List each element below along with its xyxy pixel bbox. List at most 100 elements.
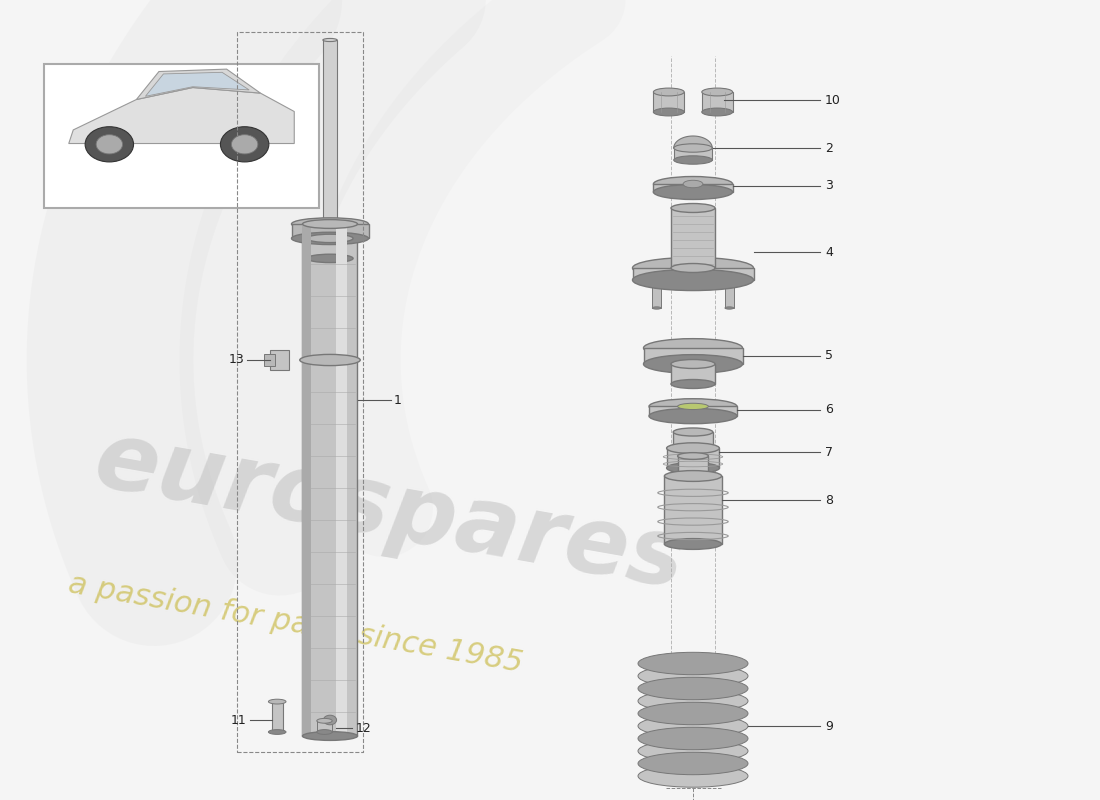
Ellipse shape — [268, 699, 286, 704]
Bar — [264, 354, 275, 366]
Ellipse shape — [678, 453, 708, 459]
Ellipse shape — [307, 254, 353, 262]
Bar — [272, 702, 283, 732]
Bar — [336, 224, 346, 736]
Bar — [678, 456, 708, 476]
Ellipse shape — [638, 752, 748, 774]
Bar — [673, 432, 713, 448]
Ellipse shape — [673, 428, 713, 436]
Text: 13: 13 — [229, 354, 244, 366]
Polygon shape — [69, 87, 295, 143]
Text: 6: 6 — [825, 403, 833, 416]
Ellipse shape — [667, 443, 719, 454]
Ellipse shape — [632, 258, 754, 278]
Ellipse shape — [638, 652, 748, 674]
Bar — [653, 184, 733, 192]
Text: 10: 10 — [825, 94, 840, 106]
Ellipse shape — [664, 538, 722, 550]
Text: 4: 4 — [825, 246, 833, 258]
Ellipse shape — [302, 731, 358, 741]
Ellipse shape — [671, 263, 715, 273]
Bar — [664, 476, 722, 544]
Polygon shape — [136, 69, 261, 99]
Ellipse shape — [653, 185, 733, 199]
Bar — [307, 238, 353, 258]
Ellipse shape — [268, 730, 286, 734]
Bar — [667, 448, 719, 468]
Ellipse shape — [292, 232, 368, 245]
Text: 8: 8 — [825, 494, 833, 506]
Ellipse shape — [307, 234, 353, 242]
Ellipse shape — [702, 88, 733, 96]
Ellipse shape — [649, 408, 737, 424]
Ellipse shape — [671, 379, 715, 389]
Bar — [323, 40, 337, 224]
Ellipse shape — [638, 678, 748, 700]
Text: 7: 7 — [825, 446, 833, 458]
Ellipse shape — [323, 38, 337, 42]
Ellipse shape — [302, 219, 358, 229]
Ellipse shape — [673, 156, 713, 164]
Ellipse shape — [638, 765, 748, 787]
Text: 3: 3 — [825, 179, 833, 192]
Ellipse shape — [638, 690, 748, 712]
Circle shape — [85, 126, 133, 162]
Bar — [652, 280, 661, 308]
Circle shape — [231, 134, 257, 154]
Ellipse shape — [653, 177, 733, 191]
Ellipse shape — [317, 730, 332, 734]
Bar — [653, 92, 684, 112]
Text: 12: 12 — [355, 722, 371, 734]
Ellipse shape — [632, 270, 754, 290]
Ellipse shape — [652, 306, 661, 309]
Text: 9: 9 — [825, 719, 833, 733]
Text: a passion for parts since 1985: a passion for parts since 1985 — [66, 570, 525, 678]
Bar — [725, 280, 734, 308]
Circle shape — [323, 715, 337, 725]
Bar — [317, 721, 332, 732]
Bar — [302, 224, 311, 736]
Text: eurospares: eurospares — [88, 415, 692, 609]
Text: 5: 5 — [825, 350, 833, 362]
Text: 11: 11 — [231, 714, 246, 726]
Ellipse shape — [673, 144, 713, 152]
Ellipse shape — [671, 359, 715, 369]
Ellipse shape — [638, 727, 748, 750]
Bar — [292, 224, 368, 238]
Ellipse shape — [664, 470, 722, 482]
Ellipse shape — [667, 462, 719, 474]
Ellipse shape — [299, 354, 361, 366]
Bar — [671, 208, 715, 268]
Bar — [644, 348, 743, 364]
Text: 1: 1 — [394, 394, 402, 406]
Bar — [671, 364, 715, 384]
Ellipse shape — [644, 354, 743, 374]
Bar — [44, 64, 319, 208]
Ellipse shape — [671, 203, 715, 213]
Ellipse shape — [725, 306, 734, 309]
Ellipse shape — [638, 740, 748, 762]
Ellipse shape — [638, 665, 748, 687]
Ellipse shape — [638, 702, 748, 725]
Circle shape — [220, 126, 268, 162]
Polygon shape — [673, 136, 713, 148]
Bar — [270, 350, 289, 370]
Ellipse shape — [317, 718, 332, 723]
Polygon shape — [145, 72, 249, 96]
Bar — [702, 92, 733, 112]
Bar — [673, 148, 713, 160]
Text: 2: 2 — [825, 142, 833, 154]
Ellipse shape — [653, 108, 684, 116]
Bar — [302, 224, 358, 736]
Ellipse shape — [678, 403, 708, 410]
Ellipse shape — [683, 180, 703, 188]
Circle shape — [96, 134, 122, 154]
Bar — [632, 268, 754, 280]
Ellipse shape — [653, 88, 684, 96]
Ellipse shape — [644, 338, 743, 358]
Ellipse shape — [649, 398, 737, 414]
Ellipse shape — [638, 715, 748, 738]
Bar — [649, 406, 737, 416]
Ellipse shape — [292, 218, 368, 230]
Ellipse shape — [702, 108, 733, 116]
